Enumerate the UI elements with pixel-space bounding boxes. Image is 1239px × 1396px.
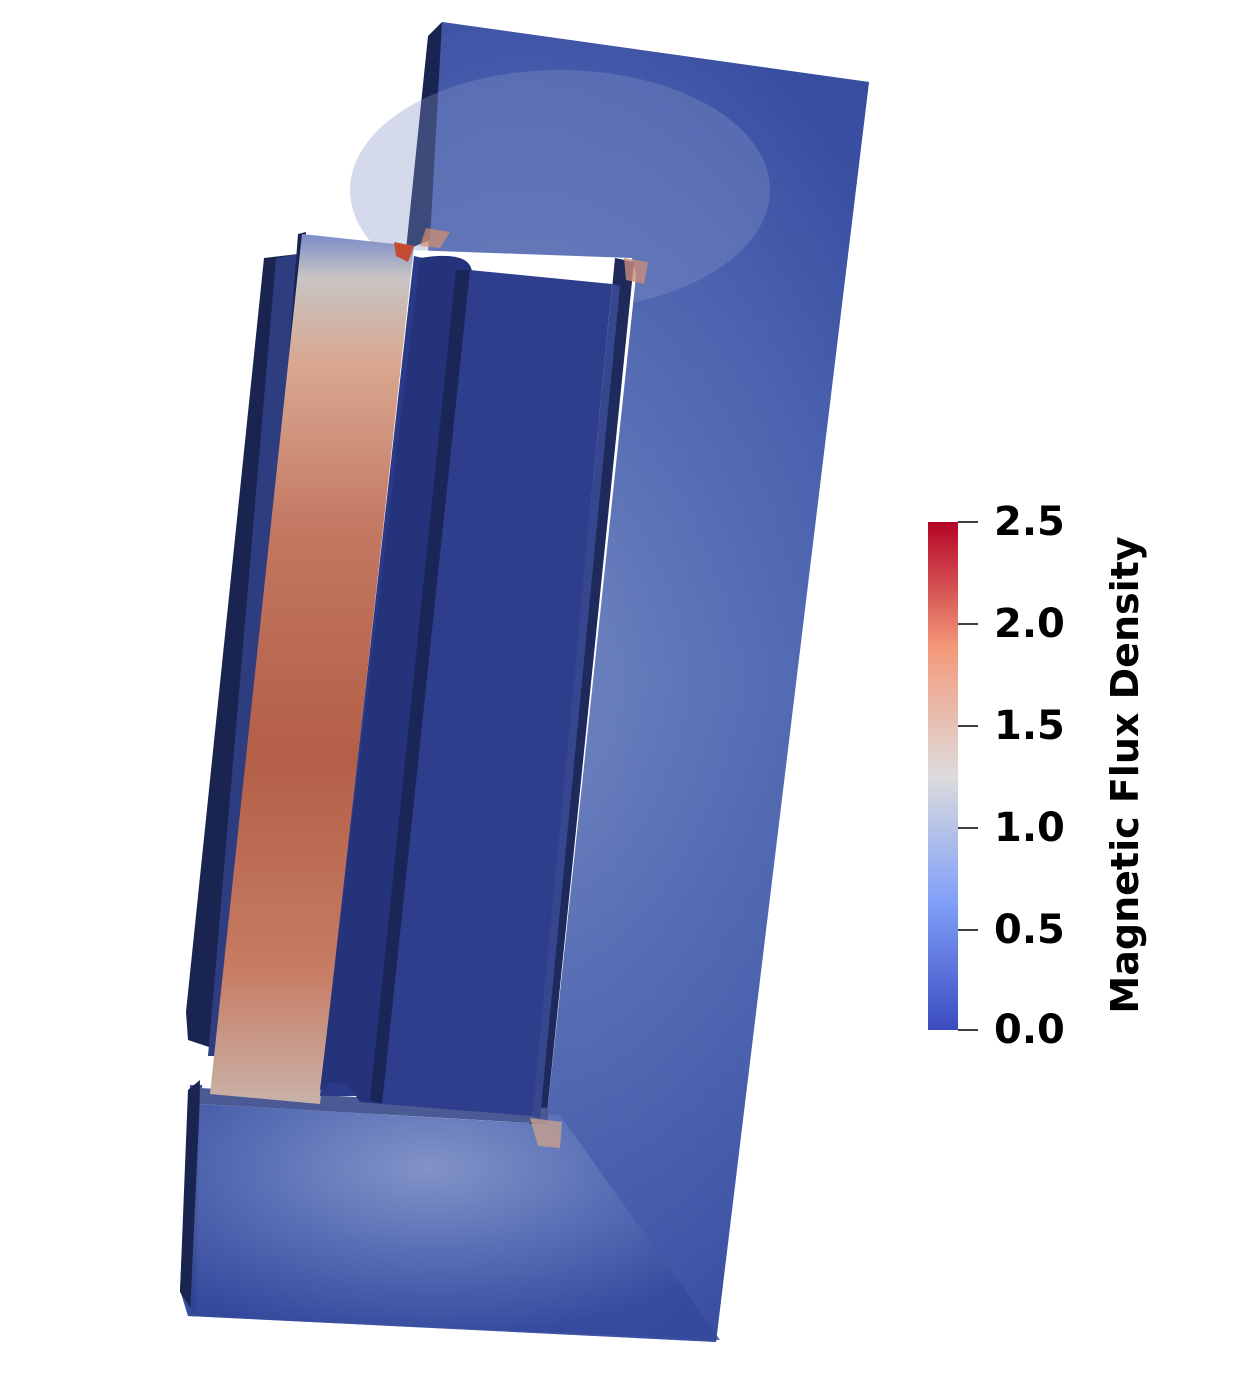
colorbar-tick-label: 2.0	[994, 601, 1065, 647]
colorbar-tick-label: 0.5	[994, 907, 1065, 953]
colorbar-gradient	[928, 522, 958, 1030]
inner-block	[370, 270, 620, 1118]
colorbar-tick-label: 2.5	[994, 499, 1065, 545]
colorbar	[928, 521, 978, 1031]
colorbar-title: Magnetic Flux Density	[1103, 536, 1147, 1014]
middle-slab	[320, 255, 472, 1104]
colorbar-ticks	[958, 521, 978, 1031]
hot-spots	[420, 228, 648, 1148]
hot-core-column	[210, 234, 414, 1104]
colorbar-tick-label: 1.0	[994, 805, 1065, 851]
bottom-yoke-field	[190, 1095, 720, 1340]
colorbar-tick-label: 1.5	[994, 703, 1065, 749]
colorbar-tick-label: 0.0	[994, 1007, 1065, 1053]
top-yoke-field	[350, 70, 770, 310]
